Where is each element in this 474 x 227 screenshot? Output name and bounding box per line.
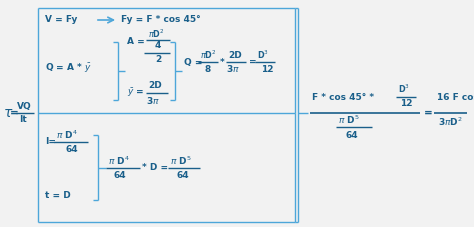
Text: 2D: 2D	[148, 81, 162, 91]
Text: $\pi$ D$^5$: $\pi$ D$^5$	[170, 155, 191, 167]
Text: =: =	[10, 108, 19, 118]
Text: =: =	[424, 108, 433, 118]
Text: =: =	[249, 57, 256, 67]
Text: $\pi$ D$^4$: $\pi$ D$^4$	[56, 129, 78, 141]
Text: $\pi$ D$^5$: $\pi$ D$^5$	[338, 114, 360, 126]
Text: VQ: VQ	[17, 103, 32, 111]
Text: 64: 64	[177, 170, 190, 180]
Text: 3$\pi$: 3$\pi$	[226, 64, 240, 74]
Text: D$^3$: D$^3$	[257, 49, 269, 61]
Text: F * cos 45° *: F * cos 45° *	[312, 92, 374, 101]
Text: 2: 2	[155, 54, 161, 64]
Text: D$^3$: D$^3$	[398, 83, 410, 95]
Text: *: *	[220, 57, 225, 67]
Text: A =: A =	[127, 37, 145, 47]
Text: It: It	[19, 116, 27, 124]
Text: $\bar{y}$ =: $\bar{y}$ =	[127, 86, 144, 99]
Text: I=: I=	[45, 138, 56, 146]
Text: 4: 4	[155, 42, 161, 50]
Text: 2D: 2D	[228, 50, 242, 59]
Text: 3$\pi$: 3$\pi$	[146, 94, 160, 106]
Text: 12: 12	[400, 99, 412, 109]
Text: Fy = F * cos 45°: Fy = F * cos 45°	[121, 15, 201, 25]
Text: t = D: t = D	[45, 190, 71, 200]
Text: 64: 64	[114, 170, 127, 180]
Text: 16 F cos 45°: 16 F cos 45°	[437, 92, 474, 101]
Text: $\tau$: $\tau$	[3, 106, 13, 120]
Text: 12: 12	[261, 64, 273, 74]
Text: $\pi$D$^2$: $\pi$D$^2$	[200, 49, 217, 61]
Text: 64: 64	[346, 131, 359, 140]
Text: Q =: Q =	[184, 57, 202, 67]
Text: $\pi$D$^2$: $\pi$D$^2$	[148, 28, 164, 40]
Text: 3$\pi$D$^2$: 3$\pi$D$^2$	[438, 116, 463, 128]
Text: * D =: * D =	[142, 163, 168, 173]
Text: $\pi$ D$^4$: $\pi$ D$^4$	[108, 155, 130, 167]
Text: Q = A * $\bar{y}$: Q = A * $\bar{y}$	[45, 62, 92, 74]
Text: 8: 8	[205, 64, 211, 74]
Text: 64: 64	[66, 146, 79, 155]
Text: V = Fy: V = Fy	[45, 15, 77, 25]
